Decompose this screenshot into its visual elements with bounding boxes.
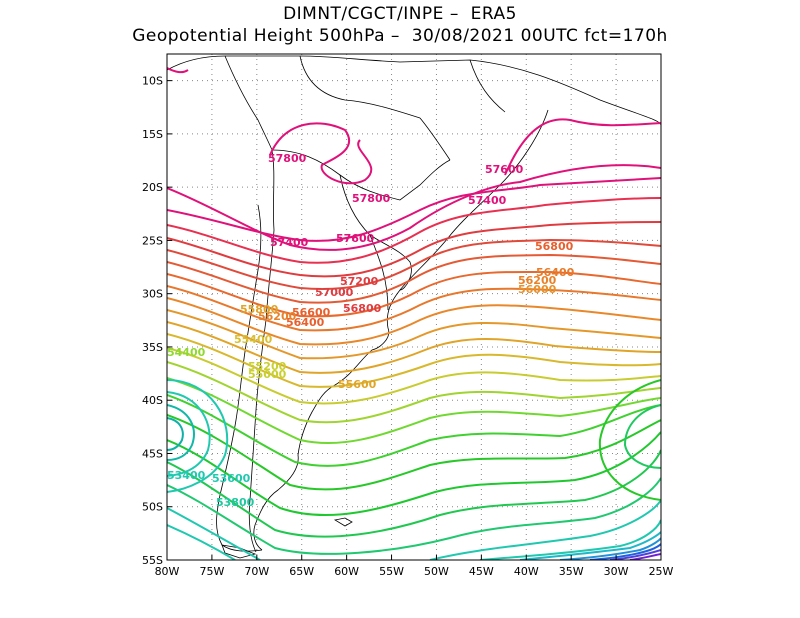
height-contour-line (269, 122, 373, 185)
contour-label: 56200 (518, 274, 557, 287)
height-contour-line (167, 164, 661, 251)
height-contour-line (167, 238, 661, 291)
contour-label: 57800 (268, 152, 307, 165)
x-tick-label: 35W (559, 565, 584, 578)
y-tick-label: 30S (142, 288, 163, 301)
contour-label: 56000 (518, 283, 557, 296)
contour-label: 55400 (234, 333, 273, 346)
chart-title-line-2: Geopotential Height 500hPa – 30/08/2021 … (132, 26, 668, 46)
contour-label: 57800 (352, 192, 391, 205)
height-contour-line (167, 404, 195, 461)
height-contour-line (167, 379, 229, 493)
contour-label: 57200 (340, 275, 379, 288)
plot-frame (166, 53, 662, 561)
falklands (333, 517, 353, 527)
height-contour-line (167, 321, 661, 374)
height-contour-line (167, 417, 184, 451)
contour-label: 55800 (240, 303, 279, 316)
y-tick-label: 20S (142, 181, 163, 194)
y-tick-label: 10S (142, 75, 163, 88)
x-tick-label: 80W (155, 565, 180, 578)
height-contour-line (629, 553, 661, 560)
x-tick-label: 55W (379, 565, 404, 578)
y-tick-label: 55S (142, 554, 163, 567)
y-tick-label: 45S (142, 447, 163, 460)
height-contour-line (167, 67, 189, 74)
height-contour-line (167, 477, 661, 555)
height-contour-line (167, 414, 661, 491)
y-tick-label: 25S (142, 234, 163, 247)
height-contours (167, 67, 661, 560)
height-contour-line (167, 347, 661, 405)
height-contour-line (504, 118, 661, 176)
height-contour-line (167, 449, 661, 538)
contour-label: 57400 (468, 194, 507, 207)
argentina-uruguay-border (369, 234, 389, 311)
brazil-east-coast (253, 109, 549, 551)
coastline-borders (167, 55, 661, 559)
contour-label: 55600 (338, 378, 377, 391)
height-contour-line (598, 379, 661, 501)
x-tick-label: 25W (649, 565, 674, 578)
height-contour-line (167, 297, 661, 346)
height-contour-line (167, 285, 661, 332)
x-tick-label: 60W (334, 565, 359, 578)
height-contour-line (609, 549, 661, 560)
height-contour-line (167, 177, 661, 242)
contour-label: 56800 (535, 240, 574, 253)
height-contour-line (519, 531, 661, 560)
height-contour-line (167, 253, 661, 304)
height-contour-line (589, 543, 661, 560)
height-contour-line (167, 197, 661, 264)
contour-label: 57000 (315, 286, 354, 299)
height-contour-line (167, 499, 661, 560)
contour-label: 56400 (536, 266, 575, 279)
contour-label: 56600 (292, 306, 331, 319)
y-tick-label: 50S (142, 501, 163, 514)
y-tick-label: 40S (142, 394, 163, 407)
height-contour-line (559, 537, 661, 560)
y-tick-label: 15S (142, 128, 163, 141)
height-contour-line (167, 519, 661, 560)
andes-border (248, 149, 275, 553)
height-contour-line (167, 394, 661, 467)
axis-ticks: 80W 75W 70W 65W 60W 55W 50W 45W 40W 35W 30W 25W 10S 1… (142, 75, 674, 578)
contour-label: 56800 (343, 302, 382, 315)
height-contour-line (167, 391, 211, 477)
contour-label: 56400 (286, 316, 325, 329)
x-tick-label: 40W (514, 565, 539, 578)
x-tick-label: 65W (289, 565, 314, 578)
contour-label: 57400 (270, 236, 309, 249)
amazon-borders (299, 55, 506, 161)
contour-label: 56200 (258, 310, 297, 323)
contour-label: 57600 (336, 232, 375, 245)
contour-label: 53800 (216, 496, 255, 509)
x-tick-label: 30W (604, 565, 629, 578)
contour-label: 55200 (248, 360, 287, 373)
height-contour-line (167, 361, 661, 424)
height-contour-line (167, 333, 661, 388)
height-contour-line (623, 404, 661, 469)
height-contour-line (167, 431, 661, 517)
contour-labels: 57800 57800 57600 57600 57400 57400 5720057000… (167, 152, 575, 509)
x-tick-label: 50W (424, 565, 449, 578)
x-tick-label: 75W (199, 565, 224, 578)
bolivia-border (271, 149, 451, 201)
x-tick-label: 70W (244, 565, 269, 578)
contour-label: 55000 (248, 368, 287, 381)
contour-label: 54400 (167, 346, 206, 359)
chart-title-line-1: DIMNT/CGCT/INPE – ERA5 (283, 4, 517, 24)
peru-border (224, 55, 273, 151)
height-contour-line (167, 377, 661, 445)
height-contour-line (167, 309, 661, 360)
y-tick-label: 35S (142, 341, 163, 354)
height-contour-line (167, 221, 661, 278)
contour-label: 57600 (485, 163, 524, 176)
height-contour-line (167, 270, 661, 318)
x-tick-label: 45W (469, 565, 494, 578)
contour-label: 53600 (212, 472, 251, 485)
contour-label: 53400 (167, 469, 206, 482)
